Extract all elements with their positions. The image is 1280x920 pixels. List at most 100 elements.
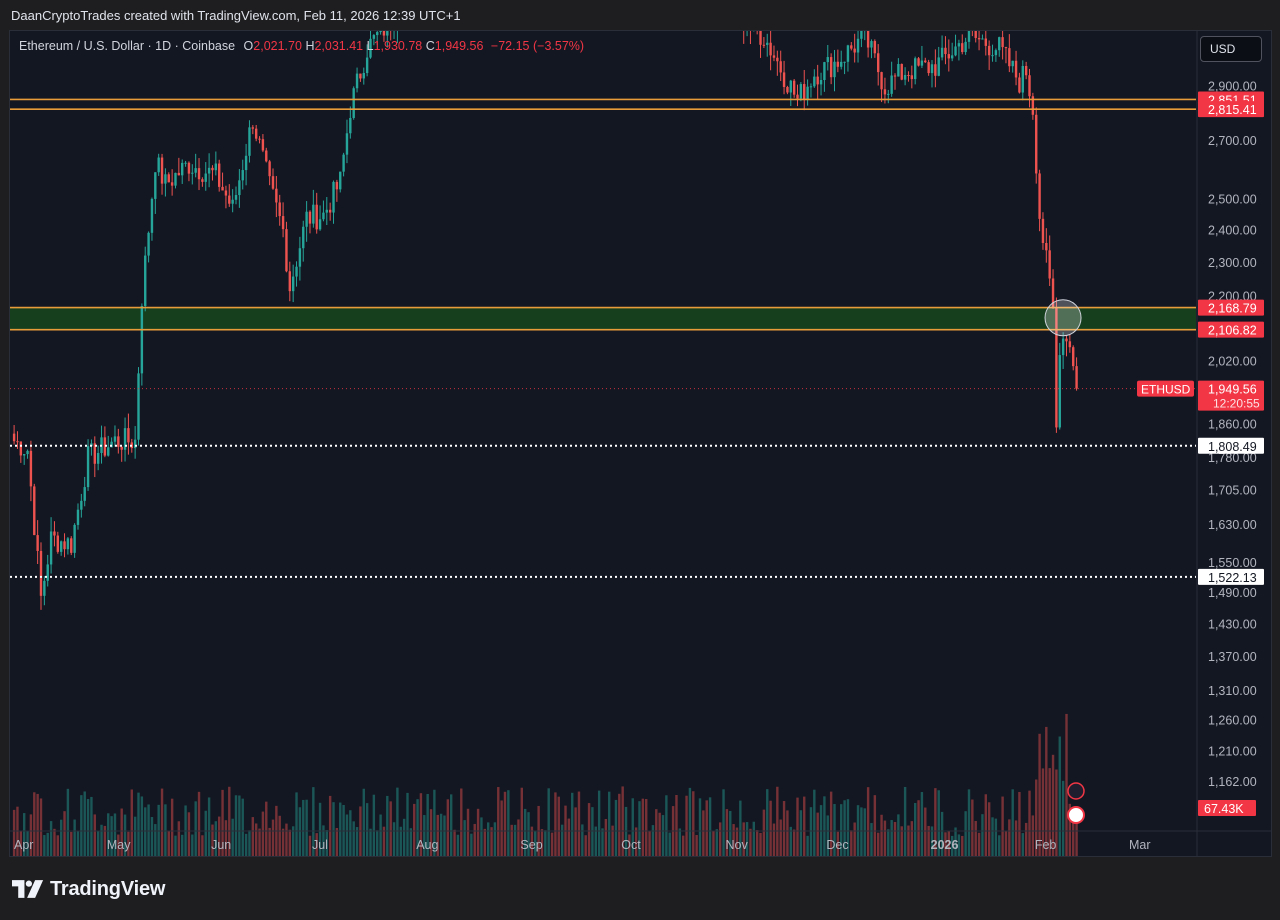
volume-bar bbox=[994, 818, 998, 856]
candle-body bbox=[181, 162, 184, 176]
volume-tag-label: 67.43K bbox=[1204, 802, 1244, 816]
candle-body bbox=[887, 93, 890, 95]
candle-body bbox=[107, 447, 110, 456]
volume-bar bbox=[695, 835, 698, 856]
candle-body bbox=[335, 181, 339, 190]
volume-bar bbox=[601, 828, 604, 856]
candle-body bbox=[63, 541, 66, 550]
volume-bar bbox=[913, 802, 917, 856]
volume-bar bbox=[170, 798, 174, 856]
volume-bar bbox=[890, 820, 893, 856]
volume-bar bbox=[308, 835, 312, 856]
volume-bar bbox=[571, 792, 574, 856]
volume-bar bbox=[164, 804, 167, 856]
candle-body bbox=[26, 450, 29, 455]
volume-bar bbox=[998, 835, 1001, 856]
support-zone bbox=[10, 307, 1196, 330]
volume-bar bbox=[416, 799, 419, 856]
volume-bar bbox=[265, 801, 268, 856]
volume-bar bbox=[860, 807, 863, 856]
volume-bar bbox=[628, 834, 631, 856]
volume-bar bbox=[1068, 803, 1072, 856]
candle-body bbox=[759, 31, 762, 45]
volume-bar bbox=[147, 804, 150, 856]
candle-body bbox=[147, 232, 150, 256]
candle-body bbox=[59, 541, 63, 552]
volume-bar bbox=[449, 794, 453, 856]
volume-bar bbox=[429, 809, 433, 856]
volume-bar bbox=[224, 820, 228, 856]
volume-bar bbox=[513, 824, 517, 856]
volume-bar bbox=[554, 792, 557, 856]
candle-body bbox=[224, 190, 228, 196]
candle-body bbox=[258, 138, 261, 140]
volume-bar bbox=[863, 808, 866, 856]
volume-bar bbox=[591, 807, 594, 856]
volume-bar bbox=[587, 803, 591, 856]
tradingview-logo-icon bbox=[12, 880, 44, 898]
volume-bar bbox=[799, 810, 803, 856]
price-chart[interactable]: 2,900.00 2,700.00 2,500.00 2,400.00 2,300.00… bbox=[10, 31, 1272, 857]
volume-bar bbox=[813, 789, 816, 856]
volume-bar bbox=[463, 820, 466, 856]
volume-bar bbox=[268, 827, 271, 856]
volume-bar bbox=[221, 789, 224, 856]
volume-bar bbox=[729, 810, 732, 856]
volume-bar bbox=[194, 801, 197, 856]
candle-body bbox=[157, 157, 160, 173]
volume-bar bbox=[641, 798, 645, 856]
y-tick-label: 1,162.00 bbox=[1208, 775, 1257, 789]
volume-bar bbox=[1055, 769, 1058, 856]
candle-body bbox=[1051, 278, 1055, 308]
volume-bar bbox=[739, 800, 742, 856]
footer: TradingView bbox=[0, 857, 1280, 920]
candle-body bbox=[86, 446, 90, 488]
level-price-tag bbox=[1198, 101, 1264, 118]
candle-body bbox=[328, 209, 332, 213]
candle-body bbox=[813, 76, 816, 87]
candle-body bbox=[826, 57, 829, 63]
candle-body bbox=[221, 186, 224, 191]
volume-bar bbox=[26, 831, 29, 856]
volume-bar bbox=[113, 813, 117, 856]
volume-bar bbox=[90, 796, 93, 856]
candle-body bbox=[1041, 218, 1045, 244]
candle-body bbox=[846, 45, 850, 62]
candle-body bbox=[271, 176, 275, 189]
volume-bar bbox=[56, 835, 60, 856]
volume-bar bbox=[12, 809, 16, 856]
volume-bar bbox=[382, 826, 386, 856]
y-tick-label: 2,400.00 bbox=[1208, 224, 1257, 238]
candle-body bbox=[376, 32, 379, 36]
volume-bar bbox=[144, 807, 147, 856]
candle-body bbox=[308, 211, 312, 224]
currency-button[interactable]: USD bbox=[1200, 36, 1262, 62]
candle-body bbox=[191, 172, 194, 174]
chart-area[interactable]: 2,900.00 2,700.00 2,500.00 2,400.00 2,300.00… bbox=[9, 30, 1272, 857]
candle-body bbox=[33, 486, 36, 536]
volume-bar bbox=[244, 833, 248, 856]
candle-body bbox=[766, 42, 769, 45]
volume-bar bbox=[816, 812, 819, 856]
candle-body bbox=[954, 46, 957, 56]
volume-bar bbox=[853, 822, 856, 856]
volume-bar bbox=[46, 832, 49, 856]
volume-bar bbox=[772, 823, 776, 856]
volume-bar bbox=[231, 818, 234, 856]
volume-bar bbox=[241, 798, 244, 856]
volume-bar bbox=[924, 807, 927, 856]
candle-body bbox=[809, 86, 813, 88]
candle-body bbox=[987, 45, 991, 56]
candle-body bbox=[133, 439, 137, 449]
volume-bar bbox=[725, 809, 729, 856]
candle-body bbox=[833, 61, 836, 78]
volume-bar bbox=[150, 816, 154, 856]
volume-bar bbox=[608, 791, 611, 856]
candle-body bbox=[1065, 338, 1068, 342]
candle-body bbox=[803, 84, 806, 100]
candle-body bbox=[782, 72, 786, 87]
tradingview-logo[interactable]: TradingView bbox=[12, 877, 165, 901]
volume-bar bbox=[486, 822, 490, 856]
volume-bar bbox=[961, 835, 964, 856]
candle-body bbox=[70, 538, 73, 553]
